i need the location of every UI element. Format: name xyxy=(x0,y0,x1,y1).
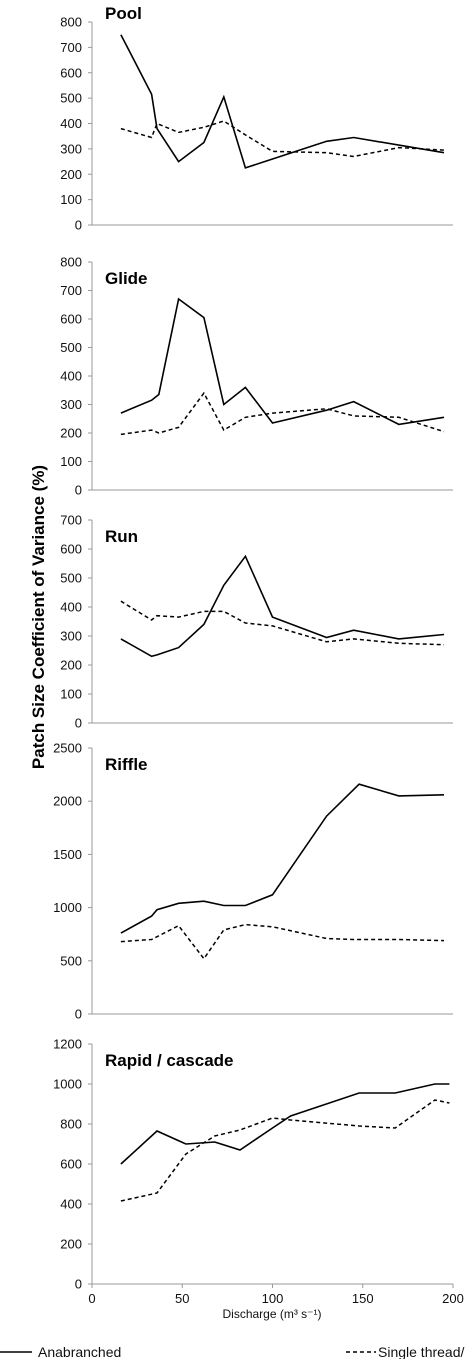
y-tick-label: 500 xyxy=(60,91,82,106)
series-line-single-thread xyxy=(120,1099,450,1202)
panel-pool: 0 100 200 300 400 500 600 700 800 Pool xyxy=(60,4,453,233)
y-tick-label: 800 xyxy=(60,1117,82,1132)
series-line-anabranched xyxy=(120,1083,450,1165)
panel-title: Run xyxy=(105,527,138,546)
y-tick-label: 200 xyxy=(60,167,82,182)
y-tick-label: 500 xyxy=(60,571,82,586)
y-tick-label: 200 xyxy=(60,1237,82,1252)
y-tick-label: 300 xyxy=(60,141,82,156)
legend: Anabranched Single thread/ xyxy=(0,1344,465,1359)
panel-title: Rapid / cascade xyxy=(105,1051,234,1070)
y-tick-label: 700 xyxy=(60,513,82,528)
y-tick-label: 600 xyxy=(60,65,82,80)
series-line-anabranched xyxy=(120,554,445,658)
x-tick-label: 100 xyxy=(262,1291,284,1306)
y-tick-label: 600 xyxy=(60,312,82,327)
panel-title: Riffle xyxy=(105,755,148,774)
y-tick-label: 0 xyxy=(75,1007,82,1022)
y-tick-label: 0 xyxy=(75,483,82,498)
y-tick-label: 1000 xyxy=(53,900,82,915)
panel-title: Pool xyxy=(105,4,142,23)
series-line-anabranched xyxy=(120,34,445,169)
x-tick-label: 150 xyxy=(352,1291,374,1306)
panel-rapid-cascade: 0 200 400 600 800 1000 1200 0 50 100 150 200 Rapid /… xyxy=(53,1037,464,1307)
y-tick-label: 0 xyxy=(75,218,82,233)
y-tick-label: 800 xyxy=(60,15,82,30)
legend-label-anabranched: Anabranched xyxy=(38,1344,121,1359)
y-tick-label: 100 xyxy=(60,454,82,469)
y-tick-label: 600 xyxy=(60,1157,82,1172)
y-tick-label: 1200 xyxy=(53,1037,82,1052)
series-line-single-thread xyxy=(120,600,445,646)
y-tick-label: 700 xyxy=(60,283,82,298)
y-tick-label: 400 xyxy=(60,369,82,384)
y-tick-label: 300 xyxy=(60,629,82,644)
series-line-single-thread xyxy=(120,391,445,436)
y-tick-label: 1500 xyxy=(53,847,82,862)
y-tick-label: 0 xyxy=(75,716,82,731)
y-tick-label: 600 xyxy=(60,542,82,557)
y-tick-label: 2500 xyxy=(53,741,82,756)
legend-label-single-thread: Single thread/ xyxy=(378,1344,465,1359)
series-line-anabranched xyxy=(120,783,445,934)
x-tick-label: 50 xyxy=(175,1291,189,1306)
x-tick-label: 200 xyxy=(442,1291,464,1306)
y-tick-label: 700 xyxy=(60,40,82,55)
y-tick-label: 2000 xyxy=(53,794,82,809)
y-tick-label: 400 xyxy=(60,116,82,131)
y-tick-label: 200 xyxy=(60,658,82,673)
series-line-single-thread xyxy=(120,923,445,960)
series-line-anabranched xyxy=(120,297,445,426)
y-tick-label: 800 xyxy=(60,255,82,270)
panel-title: Glide xyxy=(105,269,148,288)
x-axis-label: Discharge (m³ s⁻¹) xyxy=(222,1307,321,1321)
y-tick-label: 100 xyxy=(60,687,82,702)
panel-run: 0 100 200 300 400 500 600 700 Run xyxy=(60,513,453,731)
x-tick-label: 0 xyxy=(88,1291,95,1306)
y-tick-label: 500 xyxy=(60,340,82,355)
y-tick-label: 300 xyxy=(60,397,82,412)
panel-riffle: 0 500 1000 1500 2000 2500 Riffle xyxy=(53,741,453,1022)
y-tick-label: 1000 xyxy=(53,1077,82,1092)
y-tick-label: 0 xyxy=(75,1277,82,1292)
y-tick-label: 100 xyxy=(60,192,82,207)
y-tick-label: 400 xyxy=(60,1197,82,1212)
series-line-single-thread xyxy=(120,120,445,158)
panel-glide: 0 100 200 300 400 500 600 700 800 Glide xyxy=(60,255,453,498)
y-axis-label: Patch Size Coefficient of Variance (%) xyxy=(29,465,48,769)
y-tick-label: 500 xyxy=(60,953,82,968)
y-tick-label: 400 xyxy=(60,600,82,615)
y-tick-label: 200 xyxy=(60,426,82,441)
